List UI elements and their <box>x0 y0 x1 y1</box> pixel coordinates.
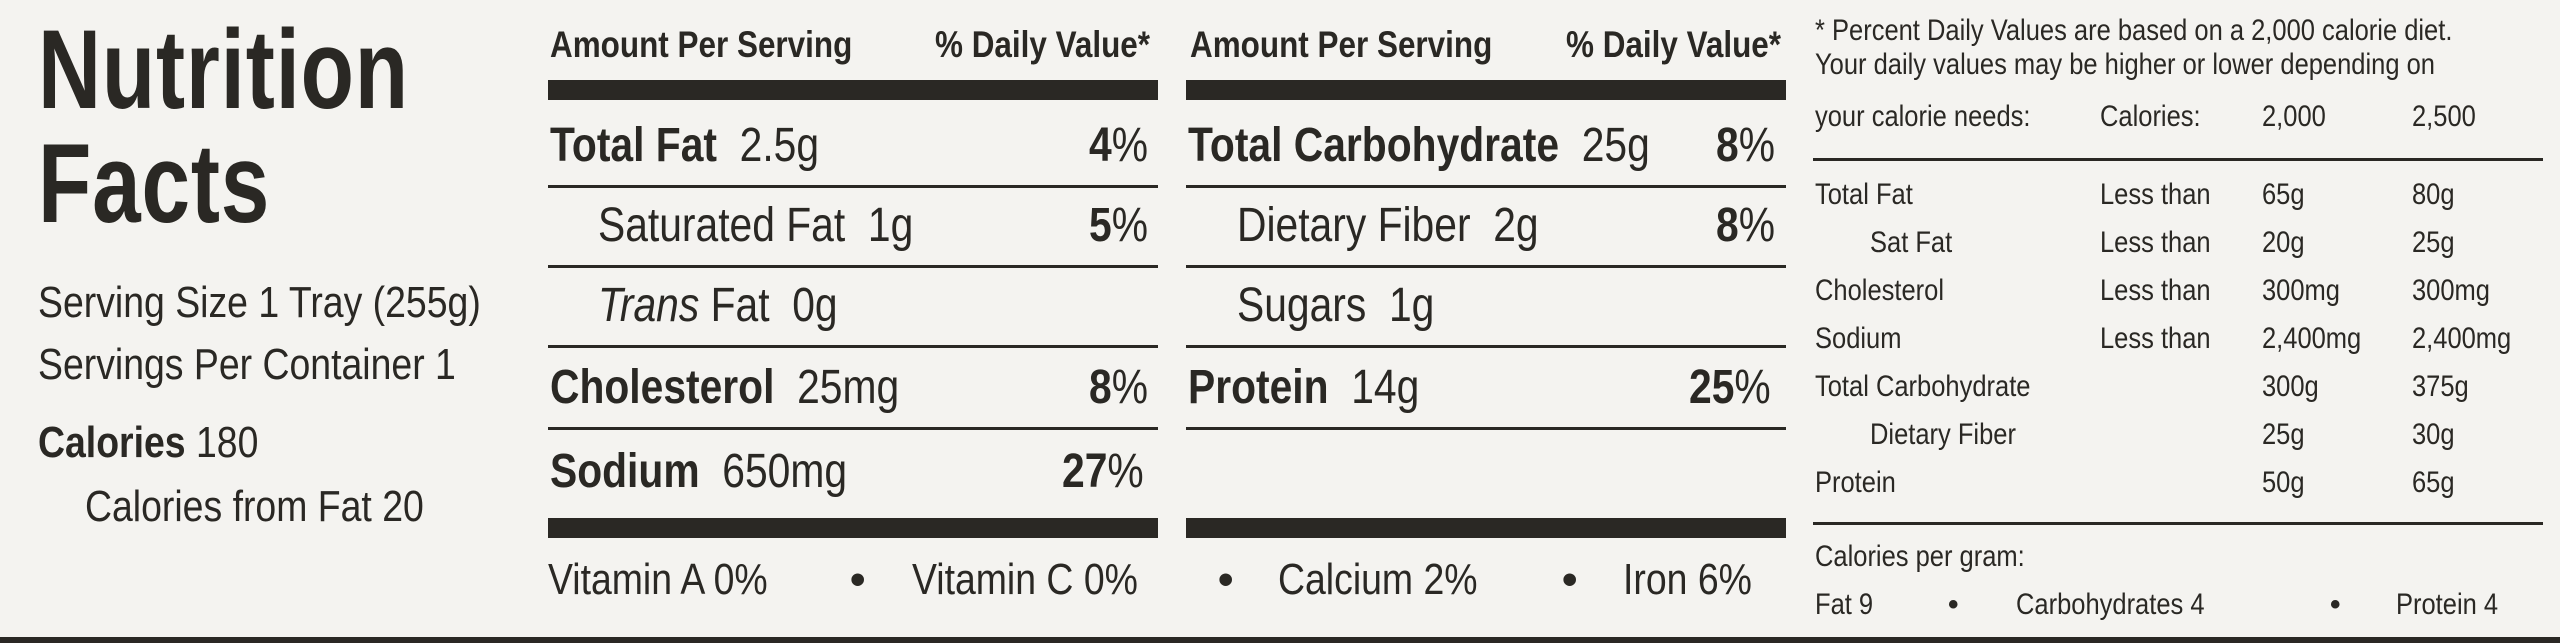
divider <box>1186 345 1786 348</box>
ref-v2000: 20g <box>2262 226 2305 259</box>
nutrition-title-line2: Facts <box>38 121 271 246</box>
pct-saturated-fat: 5% <box>1088 199 1148 252</box>
thick-rule-right-bottom <box>1186 518 1786 538</box>
ref-qualifier: Less than <box>2100 226 2211 259</box>
calories-line: Calories 180 <box>38 418 297 468</box>
pct-protein: 25% <box>1688 361 1771 414</box>
row-total-fat: Total Fat 2.5g <box>550 119 820 172</box>
bullet: • <box>2330 588 2341 621</box>
footnote-cal-2500: 2,500 <box>2412 100 2476 133</box>
ref-v2000: 300g <box>2262 370 2319 403</box>
iron: Iron 6% <box>1623 555 1752 604</box>
divider <box>1186 265 1786 268</box>
header-daily-right: % Daily Value* <box>1566 24 1782 65</box>
row-protein: Protein 14g <box>1188 361 1420 414</box>
calories-label: Calories <box>38 418 186 467</box>
ref-qualifier: Less than <box>2100 274 2211 307</box>
bullet: • <box>1562 555 1578 604</box>
footnote-divider <box>1813 522 2543 525</box>
vitamin-c: Vitamin C 0% <box>912 555 1138 604</box>
bottom-border <box>0 637 2560 643</box>
footnote-divider <box>1813 158 2543 161</box>
footnote-line3: your calorie needs: <box>1815 100 2031 133</box>
ref-v2500: 300mg <box>2412 274 2490 307</box>
vitamin-a: Vitamin A 0% <box>548 555 768 604</box>
divider <box>548 427 1158 430</box>
calories-value: 180 <box>195 418 259 467</box>
ref-v2500: 30g <box>2412 418 2455 451</box>
divider <box>1186 427 1786 430</box>
ref-v2000: 300mg <box>2262 274 2340 307</box>
pct-total-carbohydrate: 8% <box>1715 119 1775 172</box>
row-sodium: Sodium 650mg <box>550 445 848 498</box>
servings-per-container: Servings Per Container 1 <box>38 340 456 389</box>
ref-nutrient: Cholesterol <box>1815 274 1944 307</box>
ref-nutrient: Total Fat <box>1815 178 1913 211</box>
divider <box>548 185 1158 188</box>
footnote-cal-2000: 2,000 <box>2262 100 2326 133</box>
thick-rule-left-top <box>548 80 1158 100</box>
thick-rule-left-bottom <box>548 518 1158 538</box>
bullet: • <box>850 555 866 604</box>
cal-per-gram: Calories per gram: <box>1815 540 2025 573</box>
ref-v2500: 80g <box>2412 178 2455 211</box>
serving-size: Serving Size 1 Tray (255g) <box>38 278 481 327</box>
pct-total-fat: 4% <box>1088 119 1148 172</box>
ref-nutrient: Dietary Fiber <box>1870 418 2016 451</box>
header-daily-left: % Daily Value* <box>935 24 1151 65</box>
ref-v2500: 25g <box>2412 226 2455 259</box>
divider <box>548 265 1158 268</box>
ref-qualifier: Less than <box>2100 322 2211 355</box>
calories-from-fat: Calories from Fat 20 <box>85 482 424 531</box>
footnote-line1: * Percent Daily Values are based on a 2,… <box>1815 14 2453 47</box>
footnote-line2: Your daily values may be higher or lower… <box>1815 48 2435 81</box>
header-amount-right: Amount Per Serving <box>1190 24 1493 65</box>
header-amount-left: Amount Per Serving <box>550 24 853 65</box>
ref-v2000: 65g <box>2262 178 2305 211</box>
ref-v2000: 50g <box>2262 466 2305 499</box>
ref-v2000: 25g <box>2262 418 2305 451</box>
nutrition-title-line1: Nutrition <box>38 7 409 132</box>
row-total-carbohydrate: Total Carbohydrate 25g <box>1188 119 1650 172</box>
pct-dietary-fiber: 8% <box>1715 199 1775 252</box>
cpg-protein: Protein 4 <box>2396 588 2499 621</box>
divider <box>548 345 1158 348</box>
ref-nutrient: Total Carbohydrate <box>1815 370 2031 403</box>
ref-v2000: 2,400mg <box>2262 322 2362 355</box>
cpg-fat: Fat 9 <box>1815 588 1874 621</box>
row-sugars: Sugars 1g <box>1237 279 1435 332</box>
row-trans-fat: Trans Fat 0g <box>598 279 838 332</box>
divider <box>1186 185 1786 188</box>
bullet: • <box>1218 555 1234 604</box>
ref-nutrient: Sodium <box>1815 322 1902 355</box>
row-saturated-fat: Saturated Fat 1g <box>598 199 914 252</box>
bullet: • <box>1948 588 1959 621</box>
cpg-carbohydrates: Carbohydrates 4 <box>2016 588 2205 621</box>
row-cholesterol: Cholesterol 25mg <box>550 361 900 414</box>
row-dietary-fiber: Dietary Fiber 2g <box>1237 199 1539 252</box>
pct-sodium: 27% <box>1061 445 1144 498</box>
pct-cholesterol: 8% <box>1088 361 1148 414</box>
calcium: Calcium 2% <box>1278 555 1478 604</box>
ref-qualifier: Less than <box>2100 178 2211 211</box>
ref-v2500: 65g <box>2412 466 2455 499</box>
ref-v2500: 375g <box>2412 370 2469 403</box>
thick-rule-right-top <box>1186 80 1786 100</box>
ref-v2500: 2,400mg <box>2412 322 2512 355</box>
footnote-calories-label: Calories: <box>2100 100 2201 133</box>
ref-nutrient: Protein <box>1815 466 1896 499</box>
ref-nutrient: Sat Fat <box>1870 226 1953 259</box>
